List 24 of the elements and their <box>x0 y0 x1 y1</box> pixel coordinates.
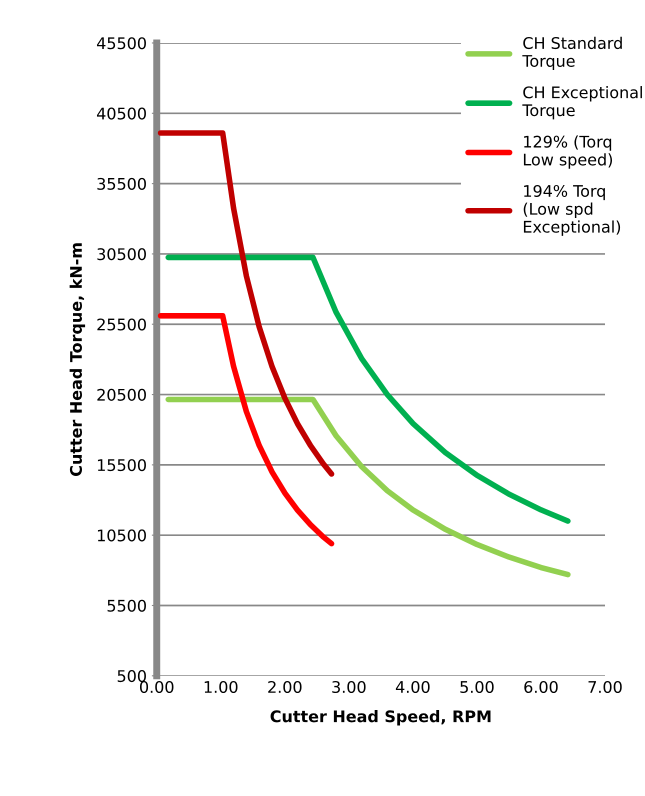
x-tick-label: 6.00 <box>524 680 558 694</box>
y-tick-label: 40500 <box>96 108 146 120</box>
x-axis-title: Cutter Head Speed, RPM <box>270 710 490 726</box>
y-axis-title: Cutter Head Torque, kN-m <box>70 243 86 476</box>
x-tick-label: 2.00 <box>268 680 302 694</box>
y-tick-label: 15500 <box>98 459 146 472</box>
legend-label: CH Standard Torque <box>522 36 622 70</box>
y-tick-label: 5500 <box>108 600 146 612</box>
x-tick-label: 0.00 <box>140 680 174 694</box>
legend-label: 194% Torq (Low spd Exceptional) <box>524 184 620 236</box>
x-tick-label: 3.00 <box>332 680 366 694</box>
y-tick-label: 30500 <box>97 248 146 260</box>
y-tick-label: 500 <box>118 670 146 682</box>
x-tick-label: 1.00 <box>204 680 238 694</box>
y-tick-label: 20500 <box>97 388 146 401</box>
x-tick-label: 5.00 <box>460 680 494 694</box>
legend-label: 129% (Torq Low speed) <box>524 135 612 169</box>
y-tick-label: 35500 <box>97 178 146 190</box>
y-tick-label: 10500 <box>98 529 146 542</box>
x-tick-label: 7.00 <box>588 680 622 694</box>
y-tick-label: 45500 <box>96 37 146 50</box>
y-tick-label: 25500 <box>97 318 146 331</box>
x-tick-label: 4.00 <box>396 680 430 694</box>
legend-label: CH Exceptional Torque <box>522 86 642 120</box>
